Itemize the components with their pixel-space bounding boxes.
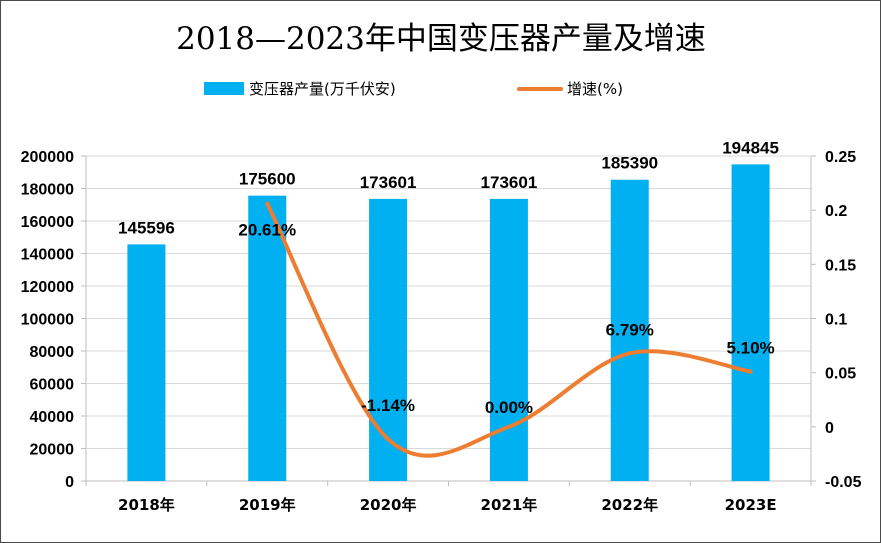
x-tick-label: 2023E — [725, 496, 777, 514]
left-tick-label: 40000 — [30, 409, 75, 426]
x-tick-label: 2019年 — [239, 496, 296, 514]
left-tick-label: 140000 — [21, 247, 74, 264]
left-tick-label: 160000 — [21, 214, 74, 231]
bar-data-label: 173601 — [481, 173, 538, 192]
left-tick-label: 100000 — [21, 312, 74, 329]
line-data-label: 20.61% — [238, 221, 296, 240]
x-tick-label: 2018年 — [118, 496, 175, 514]
bar-data-label: 185390 — [601, 154, 658, 173]
x-tick-label: 2020年 — [360, 496, 417, 514]
left-tick-label: 60000 — [30, 377, 75, 394]
right-tick-label: 0.2 — [825, 203, 847, 220]
bar-series — [127, 164, 770, 481]
left-tick-label: 80000 — [30, 344, 75, 361]
legend-bar-swatch — [204, 82, 244, 95]
left-tick-label: 20000 — [30, 442, 75, 459]
bar — [248, 195, 287, 481]
left-tick-label: 120000 — [21, 279, 74, 296]
left-tick-label: 200000 — [21, 149, 74, 166]
line-data-label: 6.79% — [606, 320, 654, 339]
bar — [369, 198, 408, 481]
line-data-label: 0.00% — [485, 398, 533, 417]
bar-data-label: 194845 — [722, 138, 779, 157]
line-data-label: -1.14% — [361, 396, 415, 415]
x-tick-label: 2022年 — [601, 496, 658, 514]
left-tick-label: 0 — [65, 474, 74, 491]
x-tick-label: 2021年 — [481, 496, 538, 514]
bar-data-label: 173601 — [360, 173, 417, 192]
bar-data-label: 175600 — [239, 170, 296, 189]
axes: 0 20000 40000 60000 80000 100000 120000 140000 1… — [21, 149, 862, 514]
line-series — [265, 201, 753, 458]
data-labels: 145596 175600 173601 173601 185390 194845 20.6… — [118, 138, 779, 416]
legend-line-label: 增速(%) — [567, 80, 623, 98]
line-data-label: 5.10% — [726, 339, 774, 358]
growth-line — [265, 201, 753, 458]
right-tick-label: 0 — [825, 420, 834, 437]
left-tick-label: 180000 — [21, 182, 74, 199]
bar — [489, 198, 528, 481]
legend-bar-label: 变压器产量(万千伏安) — [249, 80, 396, 98]
bar-data-label: 145596 — [118, 218, 175, 237]
legend: 变压器产量(万千伏安) 增速(%) — [204, 80, 623, 98]
bar — [127, 244, 166, 481]
right-tick-label: 0.05 — [825, 366, 856, 383]
gridlines — [86, 155, 811, 449]
right-tick-label: 0.1 — [825, 312, 847, 329]
bar — [731, 164, 770, 481]
chart-title: 2018—2023年中国变压器产量及增速 — [176, 21, 706, 57]
right-tick-label: 0.15 — [825, 257, 856, 274]
right-tick-label: -0.05 — [825, 474, 862, 491]
right-tick-label: 0.25 — [825, 149, 856, 166]
bar — [610, 179, 649, 481]
